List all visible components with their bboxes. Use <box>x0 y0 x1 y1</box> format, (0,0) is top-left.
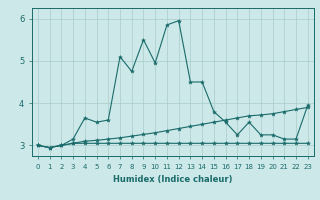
X-axis label: Humidex (Indice chaleur): Humidex (Indice chaleur) <box>113 175 233 184</box>
